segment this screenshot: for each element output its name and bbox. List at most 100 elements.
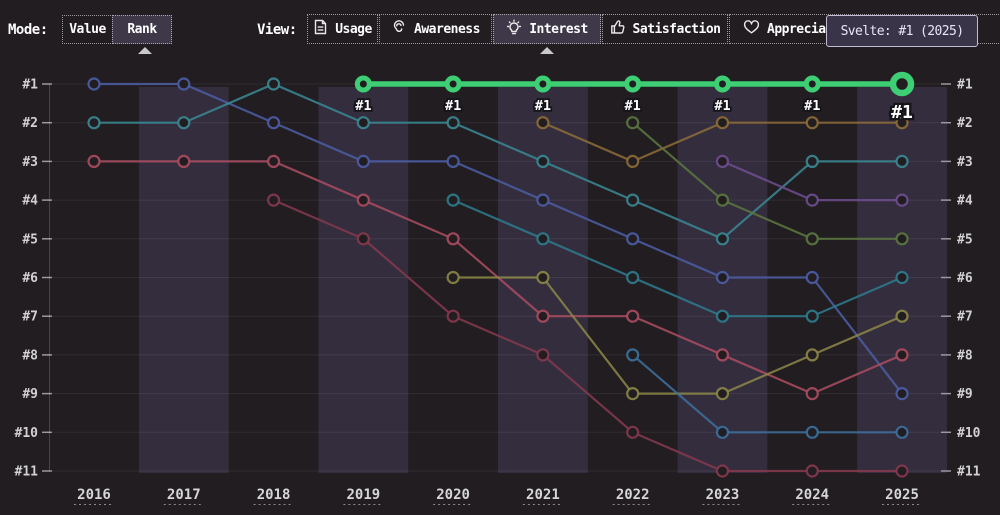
mode-value-button[interactable]: Value [62,15,113,44]
data-point[interactable] [895,387,909,401]
data-point[interactable] [444,75,462,93]
data-point[interactable] [895,193,909,207]
rank-axis-label-right: #8 [957,348,973,363]
data-point[interactable] [895,348,909,362]
data-point[interactable] [715,154,730,168]
data-point[interactable] [626,270,640,285]
year-label[interactable]: 2022 [616,487,650,503]
data-point[interactable] [626,116,640,130]
series-olive-green [626,116,909,246]
data-point[interactable] [446,116,460,130]
data-point[interactable] [626,154,640,168]
data-point[interactable] [536,116,550,130]
data-point[interactable] [895,270,909,285]
lightbulb-icon [506,19,522,40]
data-point[interactable] [895,116,909,130]
data-point[interactable] [446,309,460,323]
view-tab-label: Interest [529,21,588,37]
data-point[interactable] [356,193,370,207]
data-point[interactable] [715,116,730,130]
data-point[interactable] [715,387,730,401]
data-point[interactable] [624,75,642,93]
year-label[interactable]: 2023 [706,487,740,503]
data-point[interactable] [177,77,191,91]
mode-rank-button[interactable]: Rank [112,15,172,44]
data-point[interactable] [805,348,819,362]
data-point[interactable] [446,232,460,246]
data-point[interactable] [87,154,101,168]
year-label[interactable]: 2019 [346,487,380,503]
data-point[interactable] [536,193,550,207]
data-point[interactable] [446,270,460,285]
data-point[interactable] [534,75,552,93]
data-point[interactable] [715,309,730,323]
data-point[interactable] [177,116,191,130]
data-point[interactable] [889,71,915,97]
view-tab-interest[interactable]: Interest [493,14,601,44]
data-point[interactable] [87,77,101,91]
data-point[interactable] [715,232,730,246]
data-point[interactable] [536,348,550,362]
data-point[interactable] [266,193,281,207]
data-point[interactable] [266,77,281,91]
year-label[interactable]: 2024 [795,487,829,503]
data-point[interactable] [895,309,909,323]
data-point[interactable] [805,193,819,207]
series-rose [87,154,909,401]
data-point[interactable] [805,154,819,168]
data-point[interactable] [626,232,640,246]
series-Svelte: #1 #1 #1 #1 #1 #1 #1 [353,71,915,125]
data-point[interactable] [356,116,370,130]
data-point[interactable] [715,348,730,362]
data-point[interactable] [715,270,730,285]
data-point[interactable] [805,425,819,439]
data-point[interactable] [354,75,372,93]
data-point[interactable] [805,464,819,478]
data-point[interactable] [895,232,909,246]
data-point[interactable] [626,309,640,323]
data-point[interactable] [805,232,819,246]
data-point[interactable] [446,154,460,168]
data-point[interactable] [803,75,821,93]
series-line [631,354,903,434]
data-point[interactable] [446,193,460,207]
data-point[interactable] [805,116,819,130]
data-point[interactable] [713,75,731,93]
data-point[interactable] [805,309,819,323]
year-label[interactable]: 2025 [885,487,919,503]
view-tab-satisfaction[interactable]: Satisfaction [602,14,728,44]
data-point[interactable] [895,154,909,168]
data-point[interactable] [626,348,640,362]
data-point[interactable] [536,154,550,168]
data-point[interactable] [805,270,819,285]
year-label[interactable]: 2016 [77,487,111,503]
rank-axis-label-left: #2 [22,116,38,131]
data-point[interactable] [356,232,370,246]
year-label[interactable]: 2020 [436,487,470,503]
data-point[interactable] [536,270,550,285]
data-point[interactable] [626,425,640,439]
data-point[interactable] [715,425,730,439]
series-steel-blue [626,348,909,439]
data-point[interactable] [715,464,730,478]
data-point[interactable] [626,387,640,401]
data-point[interactable] [715,193,730,207]
data-point[interactable] [536,309,550,323]
year-label[interactable]: 2021 [526,487,560,503]
data-point[interactable] [177,154,191,168]
data-point[interactable] [356,154,370,168]
view-tab-awareness[interactable]: Awareness [379,14,492,44]
data-point[interactable] [626,193,640,207]
series-line [273,199,903,473]
data-point[interactable] [895,464,909,478]
year-label[interactable]: 2018 [257,487,291,503]
data-point[interactable] [805,387,819,401]
view-tab-usage[interactable]: Usage [307,14,378,44]
data-point[interactable] [266,154,281,168]
year-label[interactable]: 2017 [167,487,201,503]
data-point[interactable] [895,425,909,439]
data-point[interactable] [536,232,550,246]
data-point[interactable] [87,116,101,130]
data-point[interactable] [266,116,281,130]
